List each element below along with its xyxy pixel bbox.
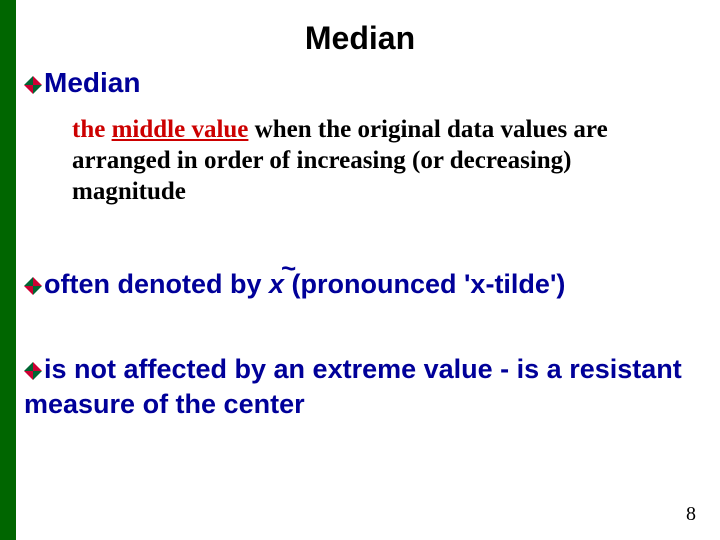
page-number: 8 [686,503,696,526]
bullet-block-2: often denoted by x~ (pronounced 'x-tilde… [24,268,702,302]
diamond-bullet-icon [24,362,42,380]
slide-title: Median [0,20,720,57]
bullet-2-pre: often denoted by [44,269,269,299]
bullet-block-1: Median the middle value when the origina… [24,66,700,207]
side-accent-bar [0,0,16,540]
tilde-mark: ~ [281,252,296,285]
bullet-1-label: Median [44,67,140,98]
definition-text: the middle value when the original data … [72,114,670,208]
diamond-bullet-icon [24,277,42,295]
bullet-3-text: is not affected by an extreme value - is… [24,354,682,419]
definition-mid: middle value [112,116,249,143]
diamond-bullet-icon [24,76,42,94]
definition-pre: the [72,116,112,143]
bullet-block-3: is not affected by an extreme value - is… [24,352,702,422]
bullet-2-post: (pronounced 'x-tilde') [284,269,565,299]
x-tilde-symbol: x~ [269,268,284,302]
